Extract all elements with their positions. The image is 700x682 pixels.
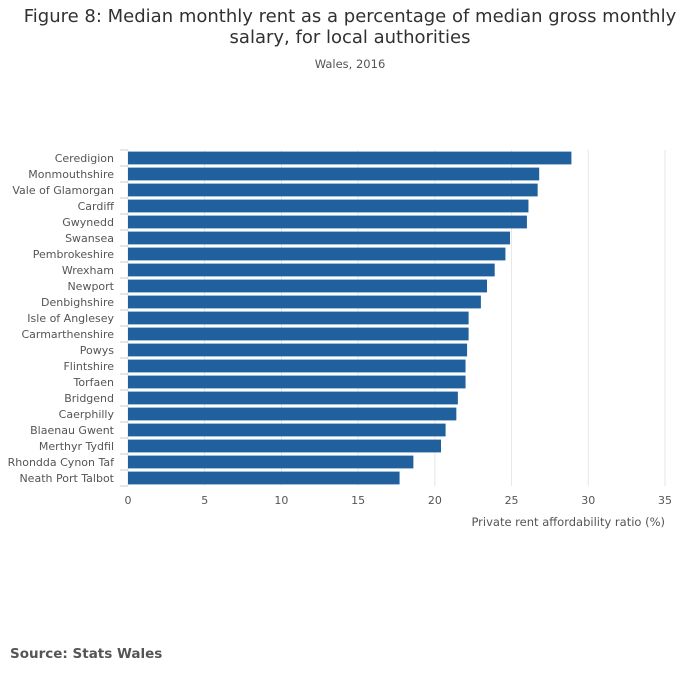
x-tick-label: 35 <box>658 494 672 507</box>
source-note: Source: Stats Wales <box>10 646 163 662</box>
bar-denbighshire[interactable] <box>128 295 481 309</box>
bar-neath-port-talbot[interactable] <box>128 471 400 485</box>
category-label: Carmarthenshire <box>21 328 114 341</box>
bar-pembrokeshire[interactable] <box>128 247 506 261</box>
x-tick-labels: 0 5 10 15 20 25 30 35 <box>125 494 673 507</box>
category-label: Newport <box>67 280 114 293</box>
x-axis-title: Private rent affordability ratio (%) <box>471 515 665 529</box>
x-tick-label: 10 <box>274 494 288 507</box>
category-label: Blaenau Gwent <box>30 424 115 437</box>
category-label: Torfaen <box>73 376 114 389</box>
category-label: Swansea <box>65 232 114 245</box>
bar-carmarthenshire[interactable] <box>128 327 469 341</box>
category-label: Bridgend <box>64 392 114 405</box>
category-labels: Ceredigion Monmouthshire Vale of Glamorgan… <box>8 152 116 485</box>
bar-gwynedd[interactable] <box>128 215 527 229</box>
x-tick-label: 0 <box>125 494 132 507</box>
bar-cardiff[interactable] <box>128 199 529 213</box>
bars <box>128 151 572 485</box>
category-label: Neath Port Talbot <box>19 472 114 485</box>
bar-newport[interactable] <box>128 279 488 293</box>
bar-blaenau-gwent[interactable] <box>128 423 446 437</box>
chart-subtitle: Wales, 2016 <box>314 57 386 71</box>
bar-swansea[interactable] <box>128 231 511 245</box>
category-label: Wrexham <box>62 264 114 277</box>
category-label: Cardiff <box>78 200 115 213</box>
bar-isle-of-anglesey[interactable] <box>128 311 469 325</box>
category-label: Caerphilly <box>59 408 115 421</box>
chart-title: Figure 8: Median monthly rent as a perce… <box>23 6 677 48</box>
bar-rhondda-cynon-taf[interactable] <box>128 455 414 469</box>
x-tick-label: 25 <box>505 494 519 507</box>
category-label: Pembrokeshire <box>33 248 115 261</box>
bar-ceredigion[interactable] <box>128 151 572 165</box>
category-label: Isle of Anglesey <box>27 312 114 325</box>
x-tick-label: 15 <box>351 494 365 507</box>
category-label: Gwynedd <box>62 216 114 229</box>
bar-wrexham[interactable] <box>128 263 495 277</box>
x-tick-label: 5 <box>201 494 208 507</box>
bar-bridgend[interactable] <box>128 391 458 405</box>
x-tick-label: 20 <box>428 494 442 507</box>
bar-powys[interactable] <box>128 343 468 357</box>
category-label: Ceredigion <box>55 152 114 165</box>
category-label: Merthyr Tydfil <box>39 440 114 453</box>
bar-monmouthshire[interactable] <box>128 167 540 181</box>
category-label: Rhondda Cynon Taf <box>8 456 116 469</box>
bar-torfaen[interactable] <box>128 375 466 389</box>
category-label: Powys <box>80 344 114 357</box>
category-label: Monmouthshire <box>28 168 114 181</box>
bar-flintshire[interactable] <box>128 359 466 373</box>
x-tick-label: 30 <box>581 494 595 507</box>
bar-caerphilly[interactable] <box>128 407 457 421</box>
category-label: Denbighshire <box>41 296 114 309</box>
category-label: Flintshire <box>63 360 114 373</box>
bar-vale-of-glamorgan[interactable] <box>128 183 538 197</box>
category-label: Vale of Glamorgan <box>12 184 114 197</box>
bar-merthyr-tydfil[interactable] <box>128 439 441 453</box>
